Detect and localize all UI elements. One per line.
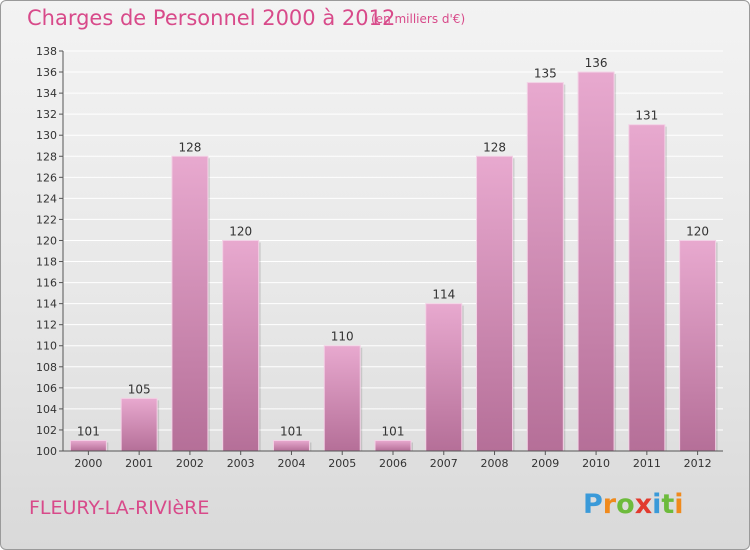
data-label: 105: [128, 382, 151, 396]
x-tick-label: 2010: [582, 457, 610, 470]
y-tick-label: 114: [36, 298, 57, 311]
x-axis-ticks: 2000 2001 2002 2003 2004 2005 2006 2007 2008 2009…: [74, 451, 712, 470]
logo-letter: i: [674, 489, 684, 520]
bar-2006: [374, 439, 412, 452]
bar-2008: [476, 155, 514, 452]
bar-2004: [272, 439, 310, 452]
commune-name: FLEURY-LA-RIVIèRE: [29, 497, 210, 519]
bar-2011: [628, 124, 666, 452]
bar-2005: [323, 345, 361, 452]
y-tick-label: 104: [36, 403, 57, 416]
x-tick-label: 2007: [430, 457, 458, 470]
x-tick-label: 2003: [227, 457, 255, 470]
data-label: 120: [686, 224, 709, 238]
data-label: 136: [585, 56, 608, 70]
y-tick-label: 102: [36, 424, 57, 437]
x-tick-label: 2009: [531, 457, 559, 470]
y-tick-label: 136: [36, 66, 57, 79]
y-tick-label: 126: [36, 171, 57, 184]
bar-2010: [577, 71, 615, 452]
data-label: 128: [483, 140, 506, 154]
logo-letter: x: [634, 489, 653, 520]
y-tick-label: 138: [36, 45, 57, 58]
y-tick-label: 130: [36, 129, 57, 142]
y-tick-label: 110: [36, 340, 57, 353]
y-tick-label: 112: [36, 319, 57, 332]
x-tick-label: 2012: [684, 457, 712, 470]
y-tick-label: 122: [36, 213, 57, 226]
bar-2007: [425, 303, 463, 452]
data-label: 101: [280, 424, 303, 438]
y-tick-label: 120: [36, 234, 57, 247]
logo-letter: t: [661, 489, 675, 520]
grid-lines: [63, 50, 723, 452]
chart-title: Charges de Personnel 2000 à 2012: [27, 6, 396, 30]
data-label: 120: [229, 224, 252, 238]
chart-subtitle: (en milliers d'€): [371, 12, 466, 26]
x-tick-label: 2011: [633, 457, 661, 470]
logo-letter: P: [583, 489, 603, 520]
bar-2002: [171, 155, 209, 452]
data-label: 114: [432, 288, 455, 302]
x-tick-label: 2004: [277, 457, 305, 470]
logo-letter: i: [652, 489, 662, 520]
bar-2001: [120, 397, 158, 452]
data-labels: 101 105 128 120 101 110 101 114 128 135 136 131 120: [77, 56, 709, 438]
bar-2000: [69, 439, 107, 452]
x-tick-label: 2006: [379, 457, 407, 470]
y-axis-ticks: 100 102 104 106 108 110 112 114 116 118 120 122 124 1…: [36, 45, 63, 458]
data-label: 128: [178, 140, 201, 154]
data-label: 101: [77, 424, 100, 438]
logo-letter: o: [616, 489, 635, 520]
data-label: 131: [635, 109, 658, 123]
x-tick-label: 2000: [74, 457, 102, 470]
data-label: 110: [331, 330, 354, 344]
y-tick-label: 100: [36, 445, 57, 458]
proxiti-logo[interactable]: Proxiti: [583, 489, 684, 520]
y-tick-label: 132: [36, 108, 57, 121]
bar-2009: [526, 82, 564, 452]
x-tick-label: 2002: [176, 457, 204, 470]
y-tick-label: 108: [36, 361, 57, 374]
x-tick-label: 2008: [481, 457, 509, 470]
bars: [69, 71, 718, 452]
data-label: 101: [382, 424, 405, 438]
y-tick-label: 116: [36, 277, 57, 290]
y-tick-label: 118: [36, 256, 57, 269]
logo-letter: r: [602, 489, 617, 520]
y-tick-label: 134: [36, 87, 57, 100]
y-tick-label: 106: [36, 382, 57, 395]
bar-2003: [222, 239, 260, 452]
bar-2012: [679, 239, 717, 452]
x-tick-label: 2005: [328, 457, 356, 470]
data-label: 135: [534, 67, 557, 81]
x-tick-label: 2001: [125, 457, 153, 470]
y-tick-label: 124: [36, 192, 57, 205]
y-tick-label: 128: [36, 150, 57, 163]
